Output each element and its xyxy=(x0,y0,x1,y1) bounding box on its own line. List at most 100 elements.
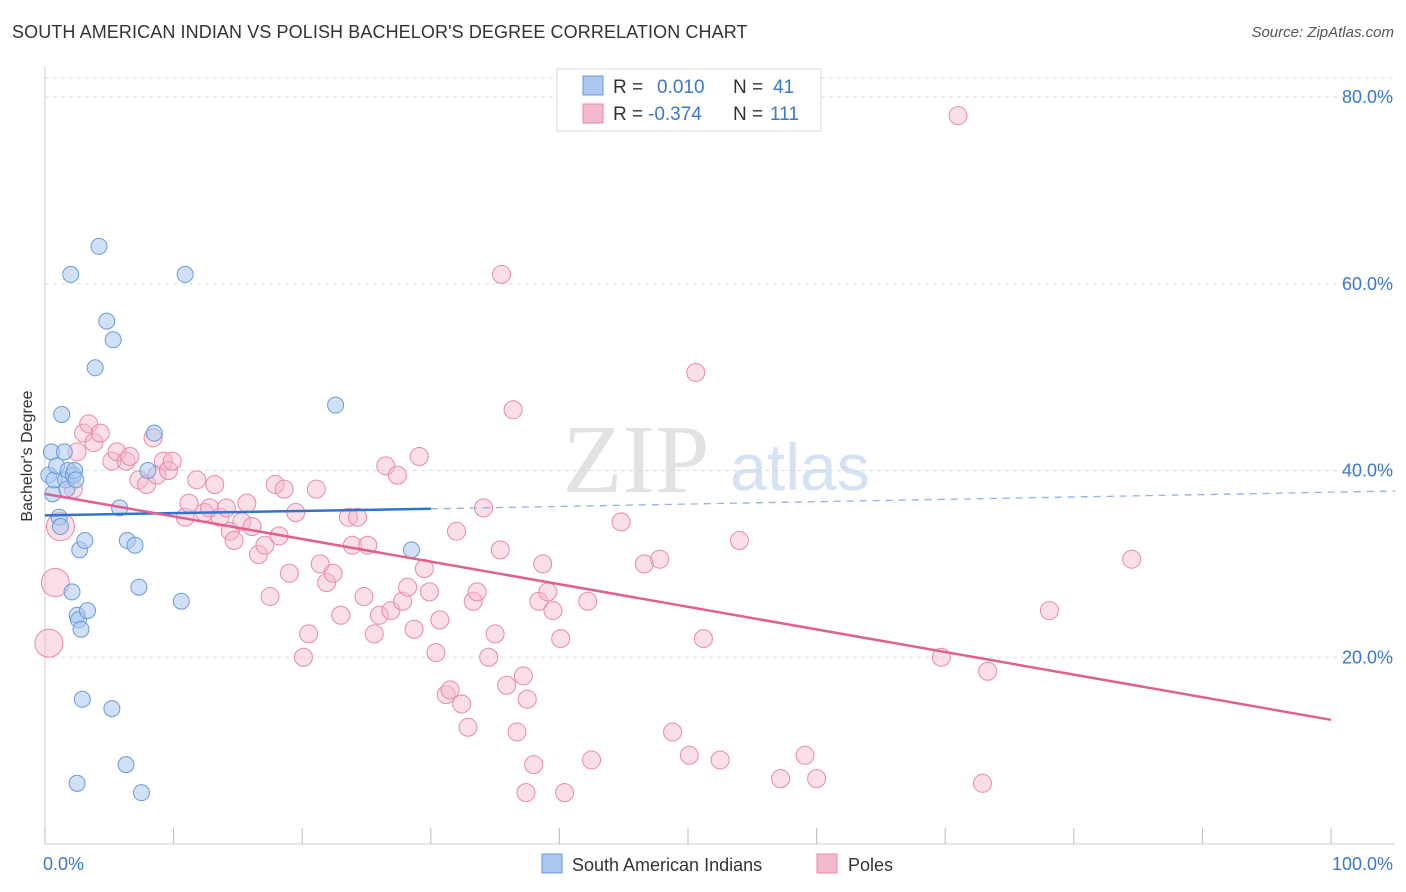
point-poles-82 xyxy=(524,755,544,775)
point-poles-89 xyxy=(578,591,598,611)
point-south-american-indians-13 xyxy=(63,583,81,601)
point-poles-46 xyxy=(323,563,343,583)
point-poles-69 xyxy=(452,694,472,714)
point-poles-43 xyxy=(306,479,326,499)
point-south-american-indians-33 xyxy=(126,536,144,554)
y-tick-label-2: 60.0% xyxy=(1342,274,1393,294)
point-poles-44 xyxy=(310,554,330,574)
point-poles-70 xyxy=(458,717,478,737)
point-south-american-indians-37 xyxy=(145,424,163,442)
point-poles-33 xyxy=(248,545,268,565)
point-poles-61 xyxy=(409,446,429,466)
point-poles-57 xyxy=(387,465,407,485)
legend-r-value-2: -0.374 xyxy=(648,104,702,125)
point-poles-97 xyxy=(693,629,713,649)
point-south-american-indians-38 xyxy=(172,592,190,610)
point-poles-27 xyxy=(216,498,236,518)
trend-line-blue-extension xyxy=(430,490,1396,510)
point-poles-71 xyxy=(463,591,483,611)
point-poles-47 xyxy=(331,605,351,625)
point-poles-50 xyxy=(347,507,367,527)
legend-swatch-blue xyxy=(582,75,604,96)
point-poles-105 xyxy=(972,773,992,793)
point-south-american-indians-27 xyxy=(98,312,116,330)
point-poles-67 xyxy=(440,680,460,700)
point-poles-106 xyxy=(978,661,998,681)
point-poles-87 xyxy=(551,629,571,649)
point-poles-32 xyxy=(242,517,262,537)
point-poles-74 xyxy=(479,647,499,667)
legend-n-value-2: 111 xyxy=(770,104,799,125)
y-tick-label-0: 20.0% xyxy=(1342,647,1393,667)
trend-line-pink xyxy=(44,492,1332,722)
point-poles-100 xyxy=(771,769,791,789)
point-poles-91 xyxy=(611,512,631,532)
point-poles-25 xyxy=(205,475,225,495)
point-poles-45 xyxy=(317,573,337,593)
series-legend: South American Indians Poles xyxy=(541,853,893,875)
point-south-american-indians-6 xyxy=(51,518,69,536)
legend-n-value-1: 41 xyxy=(773,77,794,98)
point-poles-41 xyxy=(293,647,313,667)
point-poles-12 xyxy=(120,446,140,466)
point-poles-40 xyxy=(286,503,306,523)
point-poles-80 xyxy=(513,666,533,686)
x-tick-label-1: 100.0% xyxy=(1332,854,1393,874)
point-poles-58 xyxy=(393,591,413,611)
point-south-american-indians-12 xyxy=(62,265,80,283)
bottom-legend-swatch-blue xyxy=(541,853,563,874)
point-poles-35 xyxy=(260,587,280,607)
point-south-american-indians-25 xyxy=(90,237,108,255)
watermark-zip: ZIP xyxy=(563,406,710,514)
point-south-american-indians-36 xyxy=(139,462,157,479)
point-poles-81 xyxy=(517,689,537,709)
tick-labels: 20.0% 40.0% 60.0% 80.0% 0.0% 100.0% xyxy=(43,87,1393,874)
point-poles-110 xyxy=(492,264,512,284)
point-south-american-indians-22 xyxy=(73,690,91,708)
point-poles-95 xyxy=(679,745,699,765)
point-poles-36 xyxy=(265,475,285,495)
series-south-american-indians xyxy=(40,237,421,802)
source-label: Source: ZipAtlas.com xyxy=(1251,24,1394,41)
axes xyxy=(44,66,1395,845)
point-poles-79 xyxy=(507,722,527,742)
point-south-american-indians-26 xyxy=(86,359,104,377)
legend-r-label-2: R = xyxy=(613,104,643,125)
point-poles-84 xyxy=(533,554,553,574)
point-poles-9 xyxy=(102,451,122,471)
point-poles-64 xyxy=(426,643,446,663)
point-south-american-indians-16 xyxy=(67,471,85,489)
point-poles-0 xyxy=(34,628,64,658)
point-poles-39 xyxy=(279,563,299,583)
y-tick-label-3: 80.0% xyxy=(1342,87,1393,107)
point-poles-90 xyxy=(582,750,602,770)
point-south-american-indians-41 xyxy=(403,541,421,559)
point-poles-65 xyxy=(430,610,450,630)
point-poles-78 xyxy=(503,400,523,420)
point-poles-42 xyxy=(299,624,319,644)
point-poles-19 xyxy=(162,451,182,471)
watermark: ZIP atlas xyxy=(563,406,870,514)
point-south-american-indians-35 xyxy=(132,784,150,802)
point-south-american-indians-28 xyxy=(103,700,121,718)
point-poles-59 xyxy=(398,577,418,597)
point-poles-31 xyxy=(237,493,257,513)
point-poles-92 xyxy=(634,554,654,574)
point-poles-98 xyxy=(710,750,730,770)
point-poles-75 xyxy=(485,624,505,644)
chart-title: SOUTH AMERICAN INDIAN VS POLISH BACHELOR… xyxy=(12,22,748,42)
point-poles-99 xyxy=(729,531,749,551)
point-poles-1 xyxy=(40,568,70,598)
point-poles-88 xyxy=(555,783,575,803)
trend-lines xyxy=(44,490,1396,722)
point-south-american-indians-34 xyxy=(130,578,148,596)
point-poles-72 xyxy=(467,582,487,602)
point-poles-94 xyxy=(663,722,683,742)
point-poles-21 xyxy=(179,493,199,513)
point-poles-34 xyxy=(255,535,275,555)
point-south-american-indians-40 xyxy=(327,396,345,414)
point-south-american-indians-8 xyxy=(55,443,73,461)
bottom-legend-label-blue: South American Indians xyxy=(572,855,762,875)
point-poles-77 xyxy=(497,675,517,695)
